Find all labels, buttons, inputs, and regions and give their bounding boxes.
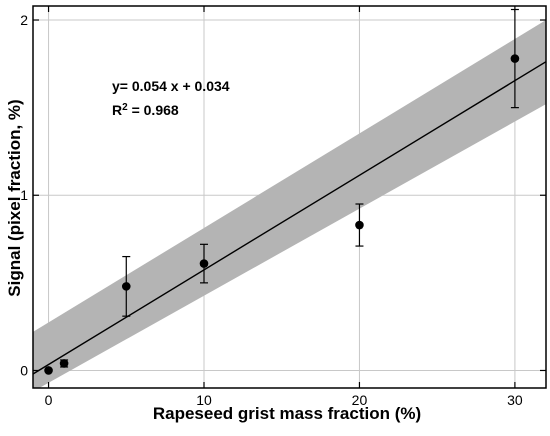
plot-frame: [32, 5, 547, 389]
data-marker: [355, 220, 364, 230]
x-tick-label: 20: [352, 392, 368, 408]
data-point-3: [199, 243, 209, 284]
x-axis-title: Rapeseed grist mass fraction (%): [153, 404, 421, 423]
y-tick-label: 1: [20, 187, 28, 203]
regression-line: [33, 61, 546, 375]
data-marker: [44, 366, 53, 375]
r-squared-label: R2 = 0.968: [112, 102, 179, 119]
data-point-0: [44, 366, 53, 375]
data-marker: [510, 54, 520, 63]
x-tick-label: 30: [507, 392, 523, 408]
data-point-4: [355, 203, 364, 247]
y-tick-label: 2: [20, 12, 28, 28]
x-tick-label: 0: [45, 392, 53, 408]
y-tick-label: 0: [20, 362, 28, 378]
regression-equation: y= 0.054 x + 0.034: [112, 78, 230, 94]
y-axis-title: Signal (pixel fraction, %): [5, 99, 24, 296]
data-point-1: [59, 359, 69, 368]
data-marker: [121, 282, 131, 291]
confidence-band: [33, 20, 546, 388]
data-point-2: [121, 255, 131, 317]
data-marker: [199, 259, 209, 268]
data-points: [44, 8, 520, 375]
axis-ticks: 0 10 20 30 0 1 2: [20, 6, 546, 408]
x-tick-label: 10: [196, 392, 212, 408]
data-marker: [59, 359, 69, 368]
